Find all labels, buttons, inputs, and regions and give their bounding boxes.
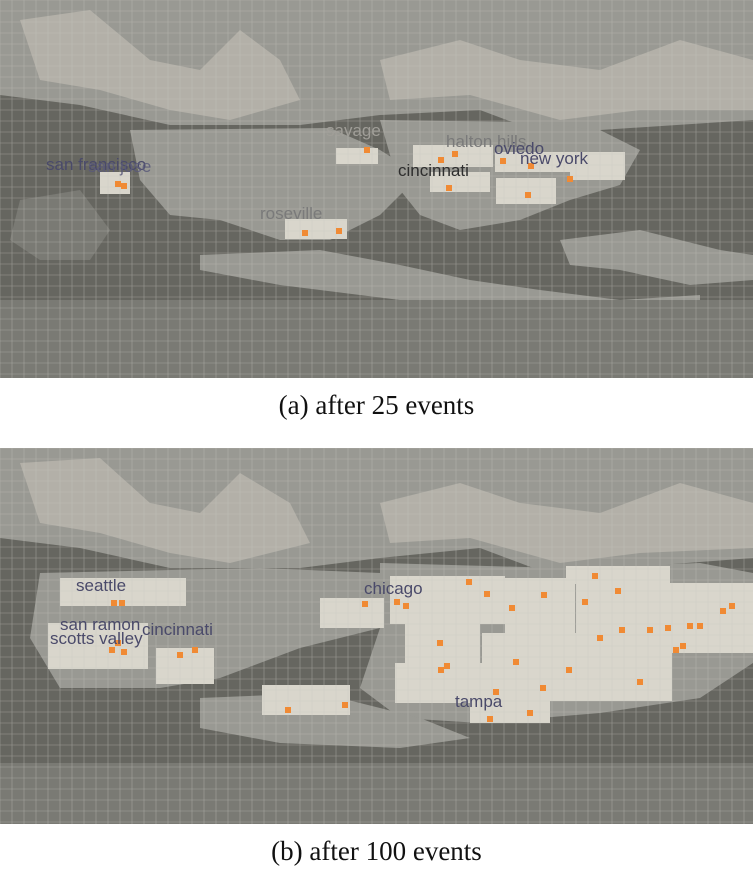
city-label-scotts-valley: scotts valley	[50, 629, 143, 648]
event-marker	[484, 591, 490, 597]
city-label-savage: savage	[326, 121, 381, 140]
event-marker	[109, 647, 115, 653]
event-marker	[362, 601, 368, 607]
city-label-san-jose: san jose	[88, 157, 151, 176]
treemap-map-a: savage halton hills san francisco san jo…	[0, 0, 753, 378]
event-marker	[493, 689, 499, 695]
event-marker	[697, 623, 703, 629]
city-label-seattle: seattle	[76, 576, 126, 595]
event-marker	[438, 667, 444, 673]
event-marker	[647, 627, 653, 633]
event-marker	[121, 183, 127, 189]
event-marker	[437, 640, 443, 646]
event-marker	[111, 600, 117, 606]
city-label-san-francisco: san francisco	[46, 155, 146, 174]
event-marker	[540, 685, 546, 691]
event-marker	[615, 588, 621, 594]
event-marker	[527, 710, 533, 716]
event-marker	[525, 192, 531, 198]
event-marker	[687, 623, 693, 629]
event-marker	[364, 147, 370, 153]
event-marker	[566, 667, 572, 673]
event-marker	[513, 659, 519, 665]
event-marker	[336, 228, 342, 234]
city-label-cincinnati-b: cincinnati	[142, 620, 213, 639]
event-marker	[487, 716, 493, 722]
event-marker	[729, 603, 735, 609]
event-marker	[285, 707, 291, 713]
event-marker	[177, 652, 183, 658]
event-marker	[466, 579, 472, 585]
city-label-new-york: new york	[520, 149, 589, 168]
event-marker	[302, 230, 308, 236]
event-marker	[192, 647, 198, 653]
event-marker	[403, 603, 409, 609]
event-marker	[342, 702, 348, 708]
event-marker	[444, 663, 450, 669]
event-marker	[541, 592, 547, 598]
event-marker	[394, 599, 400, 605]
city-label-cincinnati: cincinnati	[398, 161, 469, 180]
event-marker	[673, 647, 679, 653]
event-marker	[438, 157, 444, 163]
event-marker	[446, 185, 452, 191]
event-marker	[452, 151, 458, 157]
map-panel-after-100-events: seattle chicago san ramon scotts valley …	[0, 448, 753, 824]
event-marker	[582, 599, 588, 605]
event-marker	[121, 649, 127, 655]
event-marker	[680, 643, 686, 649]
city-label-san-ramon: san ramon	[60, 615, 140, 634]
caption-after-100-events: (b) after 100 events	[271, 836, 482, 866]
event-marker	[500, 158, 506, 164]
city-label-roseville: roseville	[260, 204, 322, 223]
event-marker	[528, 163, 534, 169]
city-label-oviedo: oviedo	[494, 139, 544, 158]
city-label-chicago: chicago	[364, 579, 423, 598]
event-marker	[509, 605, 515, 611]
event-marker	[592, 573, 598, 579]
map-panel-after-25-events: savage halton hills san francisco san jo…	[0, 0, 753, 378]
event-marker	[119, 600, 125, 606]
caption-after-25-events: (a) after 25 events	[278, 390, 475, 420]
event-marker	[567, 176, 573, 182]
city-label-tampa: tampa	[455, 692, 503, 711]
treemap-map-b: seattle chicago san ramon scotts valley …	[0, 448, 753, 824]
event-marker	[597, 635, 603, 641]
event-marker	[619, 627, 625, 633]
event-marker	[637, 679, 643, 685]
event-marker	[665, 625, 671, 631]
event-marker	[115, 181, 121, 187]
city-label-halton-hills: halton hills	[446, 132, 526, 151]
event-marker	[720, 608, 726, 614]
event-marker	[115, 640, 121, 646]
